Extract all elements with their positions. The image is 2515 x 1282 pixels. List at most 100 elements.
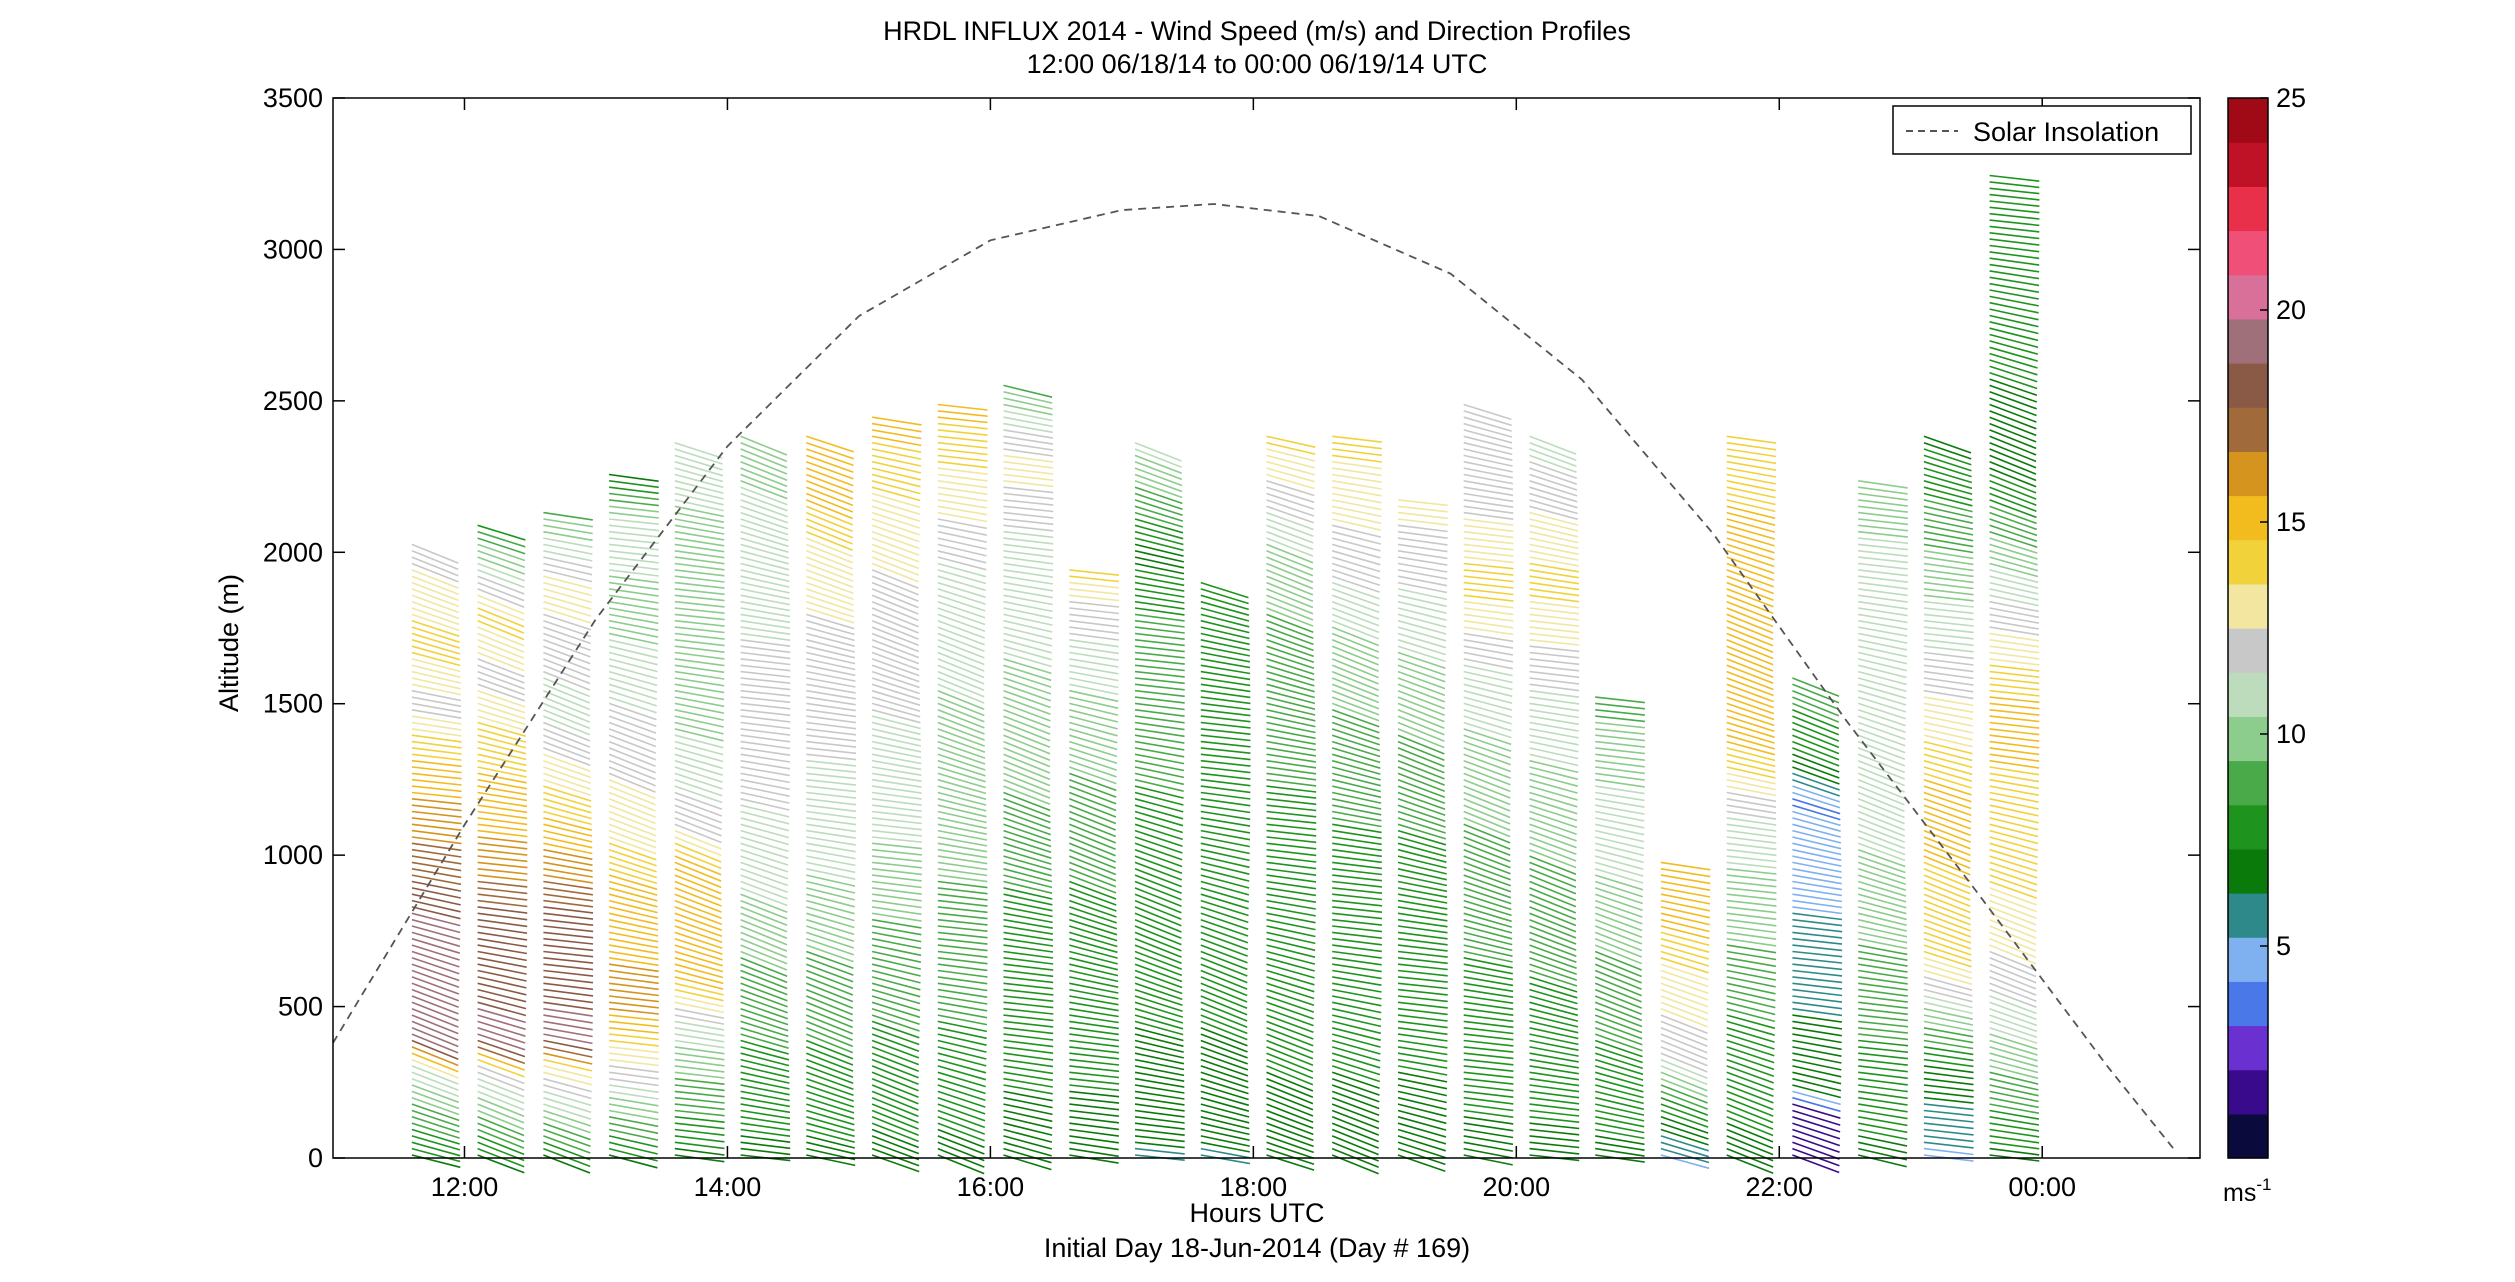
wind-barb [1266,702,1316,716]
wind-barb [871,626,919,647]
wind-barb [1989,511,2037,531]
wind-barb [1529,524,1579,538]
wind-barb [543,1084,592,1100]
wind-barb [543,1014,593,1024]
wind-barb [674,772,723,790]
wind-barb [806,925,855,942]
wind-barb [1397,798,1446,817]
wind-barb [1332,982,1382,993]
wind-barb [1069,791,1117,812]
wind-barb [1134,893,1182,914]
wind-barb [1923,594,1974,602]
wind-barb [543,893,594,902]
wind-barb [806,893,855,908]
wind-barb [1003,848,1052,865]
wind-barb [871,569,919,589]
wind-barb [411,556,459,577]
wind-barb [1069,899,1117,918]
wind-barb [1923,499,1973,513]
wind-barb [1792,715,1840,736]
wind-barb [1726,721,1775,738]
wind-barb [1003,709,1051,729]
wind-barb [1200,918,1249,937]
wind-barb [1529,1084,1580,1093]
wind-barb [937,619,985,639]
wind-barb [1266,537,1314,557]
wind-barb [806,1090,855,1108]
wind-barb [1989,778,2040,790]
wind-barb [1003,1116,1053,1129]
wind-barb [1858,664,1907,679]
wind-barb [674,804,722,824]
wind-barb [1858,944,1908,956]
wind-barb [806,505,853,526]
wind-barb [1266,619,1314,640]
wind-barb [1134,753,1185,765]
wind-barb [1134,721,1185,731]
wind-barb [1003,1077,1053,1088]
wind-barb [806,899,855,915]
wind-barb [806,677,856,688]
wind-barb [1858,505,1908,513]
wind-barb [871,1046,920,1066]
wind-barb [1331,709,1380,728]
wind-barb [609,492,659,501]
wind-barb [1331,556,1381,573]
wind-barb [608,613,659,625]
wind-barb [1923,1116,1974,1123]
wind-barb [1858,976,1908,985]
wind-barb [937,957,988,965]
wind-barb [1069,1096,1120,1104]
wind-barb [806,1052,854,1072]
colorbar-swatch [2228,230,2268,276]
wind-barb [937,645,985,666]
wind-barb [1331,1116,1380,1136]
wind-barb [1858,1039,1908,1047]
wind-barb [1660,950,1710,967]
wind-barb [1397,785,1446,805]
wind-barb [1003,467,1054,475]
wind-barb [1134,454,1182,475]
wind-barb [1989,1007,2038,1027]
wind-barb [1069,887,1117,906]
wind-barb [937,1052,987,1067]
wind-barb [1857,817,1905,837]
wind-barb [1463,410,1512,427]
wind-barb [1200,1141,1250,1153]
wind-barb [1726,543,1775,561]
wind-barb [477,721,526,737]
wind-barb [1134,715,1185,724]
wind-barb [411,613,460,632]
wind-barb [740,1027,789,1044]
wind-barb [937,422,988,430]
wind-barb [1266,562,1314,583]
wind-barb [1200,1046,1248,1065]
wind-barb [1594,1052,1644,1070]
wind-barb [1069,957,1118,971]
wind-barb [1857,842,1906,862]
wind-barb [1529,619,1580,627]
wind-barb [1069,607,1120,615]
wind-barb [1463,1014,1514,1023]
wind-barb [1266,518,1314,537]
wind-barb [1989,677,2040,685]
wind-barb [871,486,921,502]
wind-barb [1331,626,1379,647]
wind-barb [1726,1122,1774,1143]
wind-barb [477,1135,525,1156]
wind-barb [1529,918,1577,939]
wind-barb [1069,912,1118,930]
wind-barb [871,740,922,753]
wind-barb [871,995,921,1012]
wind-barb [1923,639,1974,647]
wind-barb [1134,1109,1185,1118]
wind-barb [411,1071,459,1092]
wind-barb [1200,734,1251,742]
x-tick-label: 22:00 [1745,1172,1813,1202]
wind-barb [937,600,986,619]
wind-barb [871,747,922,759]
wind-barb [1529,562,1579,573]
wind-barb [1134,785,1184,799]
wind-barb [806,1039,854,1060]
wind-barb [1989,988,2037,1009]
